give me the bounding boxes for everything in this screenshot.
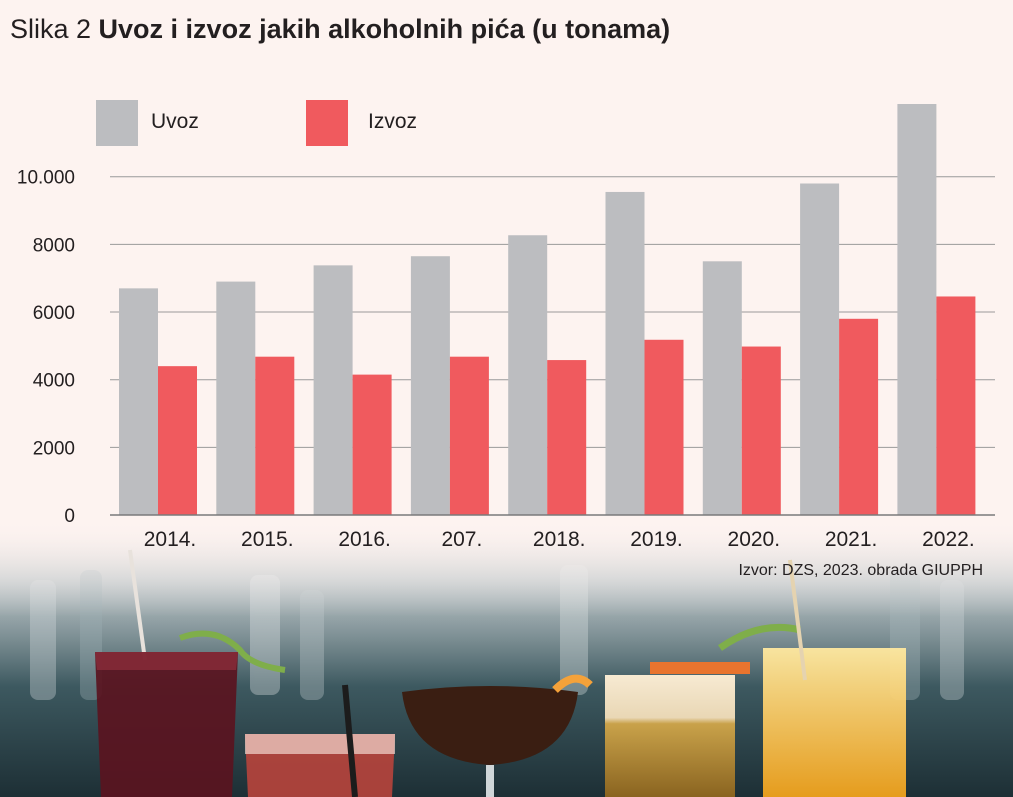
legend-swatch-uvoz bbox=[96, 100, 138, 146]
x-tick-label: 2015. bbox=[241, 528, 294, 551]
legend-swatch-izvoz bbox=[306, 100, 348, 146]
x-tick-label: 2019. bbox=[630, 528, 683, 551]
bar-uvoz bbox=[216, 281, 256, 515]
bar-uvoz bbox=[119, 288, 158, 515]
y-tick-label: 8000 bbox=[33, 235, 75, 256]
cocktails-photo bbox=[0, 520, 1013, 797]
y-tick-label: 10.000 bbox=[17, 168, 75, 189]
bar-uvoz bbox=[313, 265, 353, 515]
bar-uvoz bbox=[410, 256, 450, 515]
bar-izvoz bbox=[158, 366, 197, 515]
bar-chart: 0 2000 4000 6000 8000 10.000 2014. 2015. 2016. 20… bbox=[17, 100, 995, 551]
legend-label-uvoz: Uvoz bbox=[151, 110, 199, 133]
x-tick-label: 207. bbox=[441, 528, 482, 551]
figure-title: Uvoz i izvoz jakih alkoholnih pića (u to… bbox=[98, 14, 671, 44]
bar-uvoz bbox=[605, 191, 645, 515]
bar-izvoz bbox=[255, 356, 295, 515]
x-tick-label: 2020. bbox=[728, 528, 781, 551]
figure-number: Slika 2 bbox=[10, 14, 99, 44]
x-tick-label: 2016. bbox=[338, 528, 391, 551]
bar-izvoz bbox=[741, 346, 781, 515]
y-tick-label: 0 bbox=[64, 506, 75, 527]
chart-title: Slika 2 Uvoz i izvoz jakih alkoholnih pi… bbox=[10, 14, 670, 45]
bar-izvoz bbox=[449, 356, 489, 515]
bar-izvoz bbox=[644, 339, 684, 515]
bar-izvoz bbox=[352, 374, 392, 515]
bar-uvoz bbox=[508, 235, 548, 515]
y-tick-label: 4000 bbox=[33, 371, 75, 392]
y-tick-label: 6000 bbox=[33, 303, 75, 324]
x-tick-label: 2018. bbox=[533, 528, 586, 551]
bar-uvoz bbox=[702, 261, 742, 515]
x-tick-label: 2014. bbox=[144, 528, 197, 551]
x-tick-label: 2021. bbox=[825, 528, 878, 551]
bar-uvoz bbox=[800, 183, 840, 515]
bar-izvoz bbox=[936, 296, 976, 515]
y-tick-label: 2000 bbox=[33, 438, 75, 459]
bar-izvoz bbox=[839, 318, 879, 515]
bar-izvoz bbox=[547, 360, 587, 515]
bar-uvoz bbox=[897, 104, 937, 515]
x-tick-label: 2022. bbox=[922, 528, 975, 551]
legend-label-izvoz: Izvoz bbox=[368, 110, 417, 133]
source-note: Izvor: DZS, 2023. obrada GIUPPH bbox=[738, 562, 983, 579]
